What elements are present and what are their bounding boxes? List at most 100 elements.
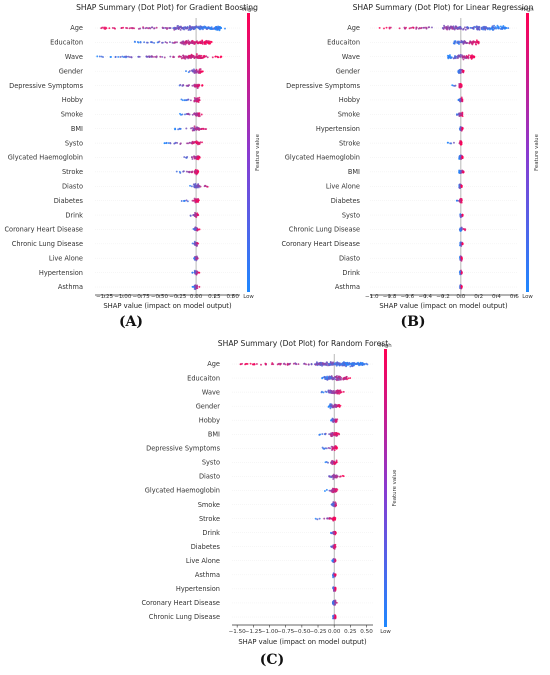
- shap-point: [189, 214, 192, 217]
- shap-point: [198, 115, 201, 118]
- shap-point: [341, 474, 344, 477]
- shap-point: [202, 127, 205, 130]
- shap-point: [332, 461, 335, 464]
- shap-point: [121, 55, 124, 58]
- shap-point: [334, 378, 337, 381]
- shap-point: [332, 378, 335, 380]
- shap-panel-1: SHAP Summary (Dot Plot) for Gradient Boo…: [4, 3, 261, 330]
- shap-point: [464, 26, 466, 29]
- shap-point: [190, 142, 193, 145]
- shap-point: [330, 435, 333, 438]
- dot-row: [318, 431, 341, 438]
- x-axis-label: SHAP value (impact on model output): [379, 302, 508, 310]
- shap-point: [251, 363, 254, 366]
- colorbar: [384, 349, 387, 627]
- shap-point: [198, 55, 201, 58]
- shap-point: [130, 26, 133, 29]
- dot-row: [183, 155, 201, 161]
- shap-point: [458, 70, 461, 73]
- shap-point: [197, 101, 200, 103]
- shap-point: [332, 518, 335, 521]
- shap-point: [337, 379, 340, 381]
- shap-point: [337, 390, 340, 393]
- shap-point: [255, 362, 258, 365]
- shap-point: [198, 70, 201, 73]
- x-tick-label: 0.00: [190, 294, 203, 300]
- shap-point: [405, 26, 407, 29]
- shap-point: [195, 25, 198, 28]
- x-tick-label: −0.6: [401, 294, 415, 300]
- shap-point: [196, 257, 199, 260]
- shap-point: [321, 433, 324, 435]
- shap-point: [208, 27, 210, 30]
- x-tick-label: −0.25: [309, 629, 327, 635]
- shap-point: [329, 447, 331, 450]
- shap-point: [323, 490, 326, 492]
- shap-point: [172, 27, 175, 30]
- feature-label: Educaiton: [50, 39, 83, 47]
- shap-point: [488, 27, 491, 30]
- shap-point: [197, 71, 200, 74]
- shap-point: [333, 545, 336, 548]
- shap-point: [415, 27, 418, 30]
- shap-point: [443, 24, 446, 27]
- shap-point: [455, 113, 458, 116]
- shap-point: [453, 57, 456, 60]
- shap-point: [333, 390, 335, 392]
- shap-point: [336, 418, 339, 421]
- shap-point: [196, 271, 199, 274]
- shap-point: [460, 286, 463, 289]
- shap-point: [460, 96, 463, 99]
- x-tick-label: −0.25: [169, 294, 187, 300]
- shap-point: [460, 226, 463, 229]
- shap-point: [346, 361, 349, 364]
- shap-point: [333, 392, 336, 395]
- dot-row: [185, 68, 204, 74]
- shap-point: [461, 213, 464, 216]
- feature-label: Hobby: [339, 96, 360, 104]
- shap-point: [130, 56, 133, 59]
- dot-row: [459, 283, 463, 290]
- shap-point: [486, 27, 489, 30]
- shap-point: [195, 112, 198, 115]
- shap-point: [303, 362, 306, 365]
- feature-label: Diabetes: [331, 197, 361, 205]
- shap-point: [177, 27, 180, 30]
- shap-point: [211, 56, 214, 59]
- shap-point: [198, 27, 201, 30]
- shap-point: [264, 362, 267, 365]
- shap-point: [175, 41, 178, 44]
- shap-point: [305, 363, 307, 366]
- feature-label: Hypertension: [316, 125, 360, 133]
- shap-point: [190, 185, 193, 188]
- feature-label: Wave: [65, 53, 83, 61]
- shap-point: [156, 41, 159, 44]
- shap-point: [180, 55, 182, 58]
- shap-point: [334, 599, 337, 602]
- dot-row: [331, 558, 337, 564]
- dot-row: [323, 487, 339, 494]
- shap-point: [188, 84, 191, 87]
- shap-point: [334, 573, 337, 576]
- shap-point: [153, 41, 156, 44]
- shap-point: [501, 26, 504, 29]
- shap-point: [460, 229, 462, 232]
- dot-row: [320, 389, 345, 395]
- shap-point: [206, 28, 208, 31]
- shap-point: [476, 40, 478, 43]
- feature-label: Glycated Haemoglobin: [8, 154, 83, 162]
- shap-point: [192, 56, 195, 58]
- shap-point: [195, 199, 198, 202]
- shap-point: [310, 363, 313, 366]
- colorbar-title: Feature value: [534, 133, 540, 170]
- shap-point: [126, 27, 129, 30]
- shap-point: [328, 364, 331, 366]
- shap-point: [214, 26, 217, 29]
- shap-point: [457, 199, 460, 202]
- shap-point: [193, 141, 196, 144]
- shap-point: [192, 199, 195, 202]
- shap-point: [332, 473, 335, 476]
- shap-point: [459, 157, 462, 160]
- x-tick-label: −0.2: [436, 294, 450, 300]
